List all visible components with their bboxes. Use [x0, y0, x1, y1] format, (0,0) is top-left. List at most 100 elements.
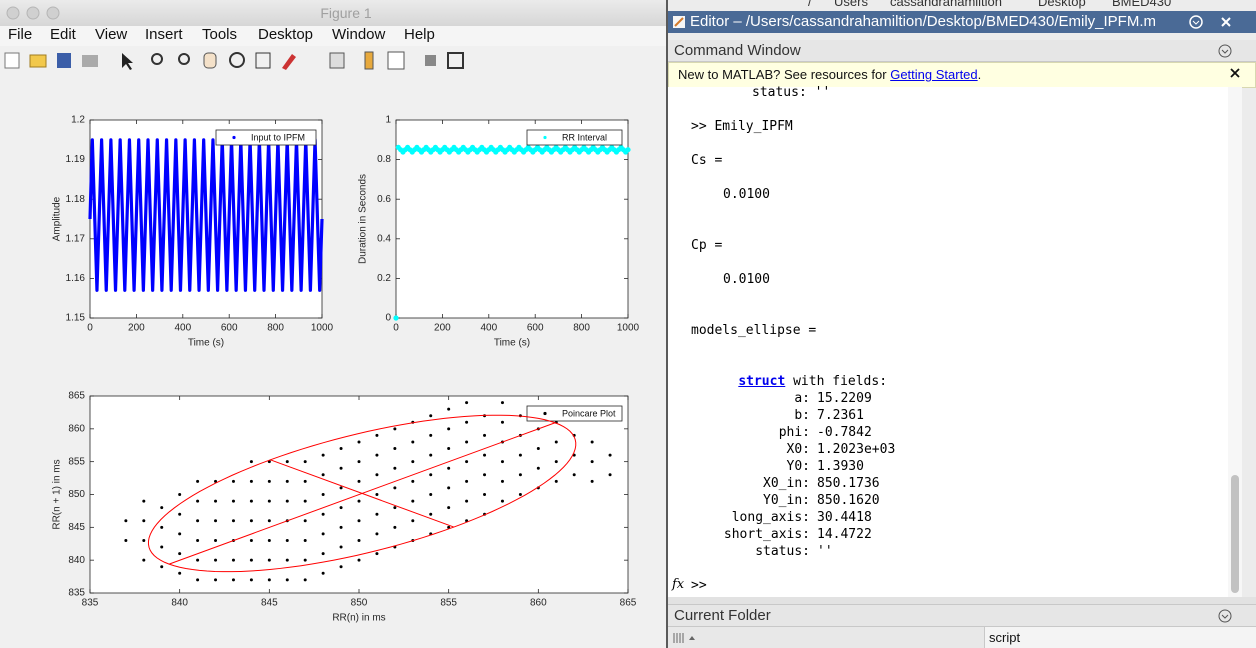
field-value: 1.2023e+03 — [817, 442, 896, 457]
console-line: 0.0100 — [723, 187, 770, 202]
data-point — [303, 538, 307, 542]
data-point — [411, 460, 415, 464]
x-tick-label: 1000 — [617, 323, 640, 334]
scrollbar[interactable] — [1228, 87, 1242, 597]
crumb[interactable]: Desktop — [1038, 0, 1086, 9]
fx-icon[interactable]: fx — [672, 577, 685, 592]
x-axis-label: Time (s) — [188, 338, 224, 349]
editor-bar[interactable]: Editor – /Users/cassandrahamiltion/Deskt… — [668, 11, 1256, 33]
field-name: a: — [794, 391, 810, 406]
data-point — [303, 460, 307, 464]
legend-marker — [543, 411, 547, 416]
data-point — [447, 506, 451, 510]
data-point — [178, 552, 182, 556]
legend-label: Input to IPFM — [251, 132, 305, 142]
data-point — [196, 479, 200, 483]
y-tick-label: 1 — [385, 115, 391, 126]
data-point — [160, 525, 164, 529]
data-point — [339, 506, 343, 510]
panel-menu[interactable] — [1218, 44, 1232, 58]
struct-link[interactable]: struct — [738, 374, 786, 389]
data-point — [267, 578, 271, 582]
current-folder-header[interactable]: Current Folder — [668, 604, 1256, 626]
menu-item[interactable]: View — [95, 26, 128, 43]
window-buttons[interactable] — [6, 6, 62, 20]
data-point — [465, 420, 469, 424]
x-tick-label: 200 — [434, 323, 451, 334]
crumb[interactable]: cassandrahamiltion — [890, 0, 1003, 9]
splitter[interactable] — [668, 597, 1256, 604]
panel-menu[interactable] — [1218, 609, 1232, 623]
y-tick-label: 835 — [68, 588, 85, 599]
data-point — [285, 460, 289, 464]
status-icon[interactable] — [672, 631, 696, 645]
data-point — [357, 440, 361, 444]
window-title: Figure 1 — [320, 5, 372, 21]
data-point — [357, 499, 361, 503]
x-tick-label: 800 — [267, 323, 284, 334]
data-point — [375, 453, 379, 457]
data-point — [500, 420, 504, 424]
menu-item[interactable]: Window — [332, 26, 386, 43]
banner-close[interactable] — [1229, 67, 1241, 79]
y-tick-label: 855 — [68, 456, 85, 467]
data-point — [249, 460, 253, 464]
data-point — [231, 479, 235, 483]
y-tick-label: 860 — [68, 423, 85, 434]
menu-item[interactable]: Edit — [50, 26, 76, 43]
field-name: X0: — [786, 442, 810, 457]
data-point — [285, 479, 289, 483]
legend-box — [526, 405, 623, 422]
y-tick-label: 845 — [68, 522, 85, 533]
toolbar[interactable] — [0, 48, 666, 74]
menu-item[interactable]: File — [8, 26, 33, 43]
data-point — [608, 453, 612, 457]
y-tick-label: 1.18 — [66, 194, 86, 205]
data-point — [465, 401, 469, 405]
data-point — [339, 447, 343, 451]
field-name: status: — [755, 544, 810, 559]
console-text: with fields: — [793, 374, 888, 389]
crumb[interactable]: Users — [834, 0, 868, 9]
data-point — [500, 401, 504, 405]
data-point — [178, 571, 182, 575]
data-point — [285, 558, 289, 562]
legend-label: RR Interval — [562, 132, 607, 142]
divider — [666, 0, 668, 648]
data-point — [429, 414, 433, 418]
menu-item[interactable]: Insert — [145, 26, 183, 43]
editor-title: Editor – /Users/cassandrahamiltion/Deskt… — [690, 13, 1156, 30]
crumb[interactable]: / — [808, 0, 812, 9]
crumb[interactable]: BMED430 — [1112, 0, 1172, 9]
menu-item[interactable]: Help — [404, 26, 435, 43]
editor-controls[interactable] — [1188, 14, 1248, 30]
menu-item[interactable]: Tools — [202, 26, 238, 43]
console-line: status: '' — [752, 85, 831, 100]
menu-item[interactable]: Desktop — [258, 26, 314, 43]
data-point — [321, 453, 325, 457]
editor-icon — [673, 16, 685, 28]
field-name: Y0: — [786, 459, 810, 474]
prompt: >> — [691, 578, 707, 593]
data-point — [447, 407, 451, 411]
x-tick-label: 840 — [171, 598, 188, 609]
data-point — [339, 565, 343, 569]
y-tick-label: 1.19 — [66, 154, 86, 165]
data-point — [339, 525, 343, 529]
data-point — [572, 473, 576, 477]
console-line: Cs = — [691, 153, 723, 168]
status-text: script — [989, 630, 1021, 645]
data-point — [590, 440, 594, 444]
x-tick-label: 850 — [351, 598, 368, 609]
field-name: short_axis: — [723, 527, 810, 542]
banner-link[interactable]: Getting Started — [890, 67, 978, 82]
data-point — [375, 532, 379, 536]
y-tick-label: 1.2 — [71, 115, 85, 126]
x-tick-label: 1000 — [311, 323, 334, 334]
data-point — [393, 506, 397, 510]
data-point — [249, 558, 253, 562]
x-tick-label: 860 — [530, 598, 547, 609]
data-point — [214, 499, 218, 503]
console[interactable] — [668, 87, 1242, 597]
data-point — [393, 525, 397, 529]
